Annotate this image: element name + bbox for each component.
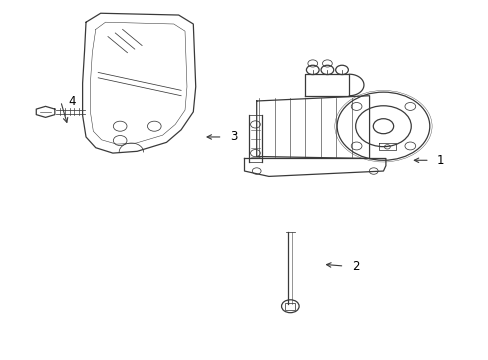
Text: 3: 3 [229,130,237,144]
Text: 4: 4 [68,95,75,108]
Text: 2: 2 [351,260,359,273]
Text: 1: 1 [436,154,444,167]
